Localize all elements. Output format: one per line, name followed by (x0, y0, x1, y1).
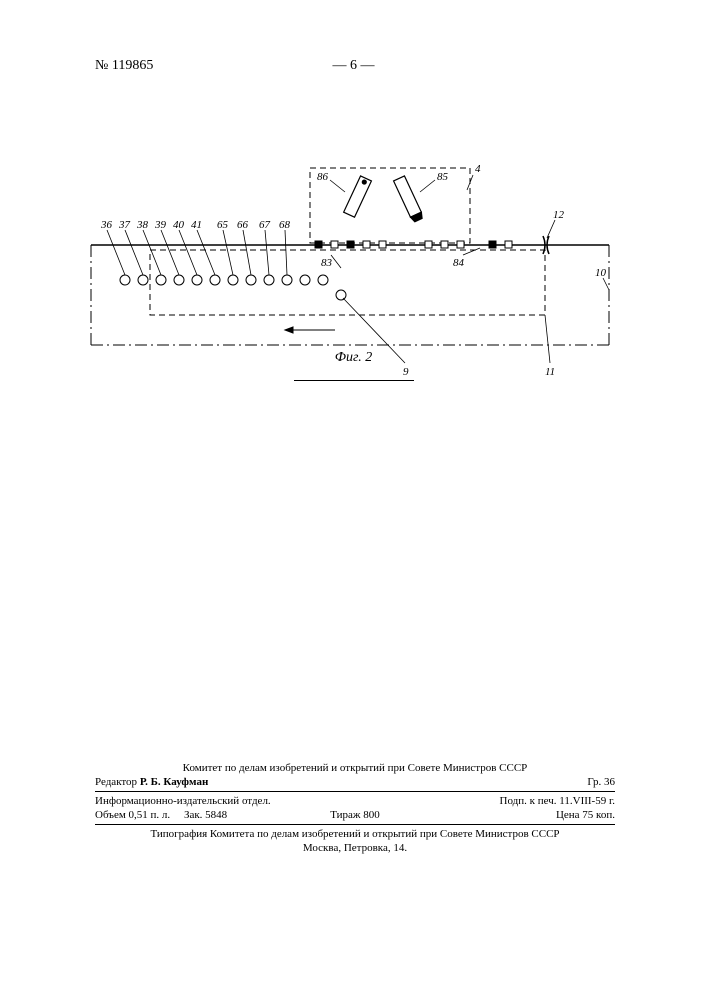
label-11: 11 (545, 366, 555, 378)
label-84: 84 (453, 257, 465, 269)
group-label: Гр. 36 (587, 776, 615, 788)
editor-name: Р. Б. Кауфман (140, 776, 208, 788)
editor-label: Редактор (95, 776, 137, 788)
order-label: Зак. 5848 (184, 809, 227, 821)
figure-2: 36 37 38 39 40 41 65 66 67 68 83 84 86 8… (85, 150, 615, 410)
label-9: 9 (403, 366, 409, 378)
label-4: 4 (475, 163, 481, 175)
label-66: 66 (237, 219, 249, 231)
label-37: 37 (118, 219, 131, 231)
page-number: — 6 — (333, 58, 375, 74)
label-67: 67 (259, 219, 271, 231)
label-36: 36 (100, 219, 113, 231)
label-68: 68 (279, 219, 291, 231)
print-info-row: Объем 0,51 п. л. Зак. 5848 Тираж 800 Цен… (95, 809, 615, 821)
label-65: 65 (217, 219, 229, 231)
figure-caption: Фиг. 2 (335, 350, 373, 366)
label-10: 10 (595, 267, 607, 279)
document-number: № 119865 (95, 58, 153, 74)
label-40: 40 (173, 219, 185, 231)
figure-svg: 36 37 38 39 40 41 65 66 67 68 83 84 86 8… (85, 150, 615, 410)
editor-row: Редактор Р. Б. Кауфман Гр. 36 (95, 776, 615, 788)
typography-line: Типография Комитета по делам изобретений… (95, 828, 615, 840)
committee-line: Комитет по делам изобретений и открытий … (95, 762, 615, 774)
divider-2 (95, 824, 615, 825)
label-12: 12 (553, 209, 565, 221)
label-41: 41 (191, 219, 202, 231)
label-83: 83 (321, 257, 333, 269)
price-label: Цена 75 коп. (442, 809, 615, 821)
label-39: 39 (154, 219, 167, 231)
sign-date: Подп. к печ. 11.VIII-59 г. (500, 795, 615, 807)
address-line: Москва, Петровка, 14. (95, 842, 615, 854)
figure-underline (294, 380, 414, 381)
label-38: 38 (136, 219, 149, 231)
dept-label: Информационно-издательский отдел. (95, 795, 271, 807)
divider-1 (95, 791, 615, 792)
colophon: Комитет по делам изобретений и открытий … (95, 760, 615, 856)
label-85: 85 (437, 171, 449, 183)
tirazh-label: Тираж 800 (268, 809, 441, 821)
dept-row: Информационно-издательский отдел. Подп. … (95, 795, 615, 807)
volume-label: Объем 0,51 п. л. (95, 809, 170, 821)
label-86: 86 (317, 171, 329, 183)
